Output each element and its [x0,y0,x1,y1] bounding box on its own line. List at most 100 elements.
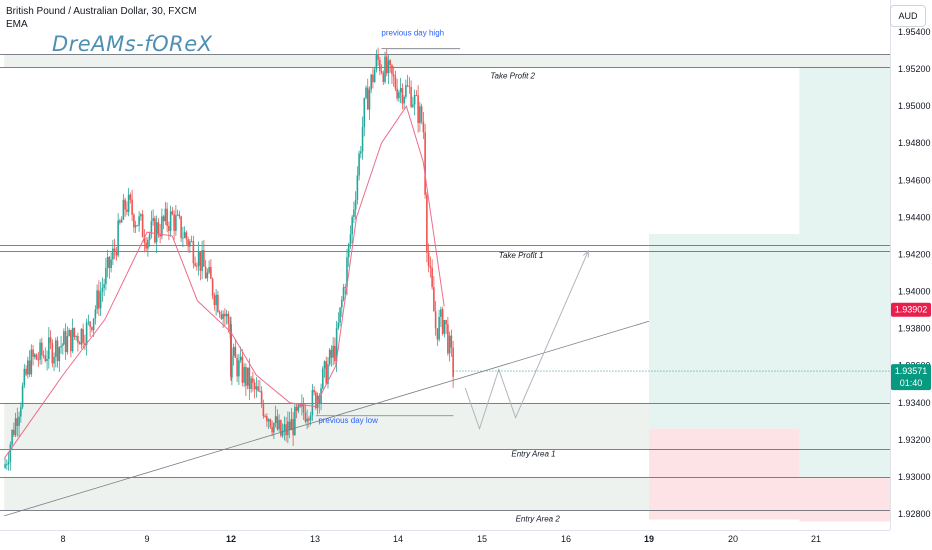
candle-body[interactable] [253,382,256,390]
annotation-label[interactable]: previous day high [381,29,444,38]
candle-body[interactable] [403,96,405,104]
candle-body[interactable] [351,216,353,235]
candle-body[interactable] [323,361,326,369]
candle-body[interactable] [297,404,300,411]
candle-body[interactable] [80,328,83,345]
candle-body[interactable] [48,337,50,360]
candle-body[interactable] [255,386,258,390]
candle-body[interactable] [213,295,216,306]
candle-body[interactable] [131,199,133,215]
annotation-label[interactable]: Take Profit 1 [499,251,544,260]
candle-body[interactable] [23,368,26,386]
candle-body[interactable] [342,287,345,300]
candle-body[interactable] [21,385,24,408]
candle-body[interactable] [361,127,364,152]
candle-body[interactable] [143,237,146,243]
candle-body[interactable] [358,153,360,176]
candle-body[interactable] [92,318,95,331]
candle-body[interactable] [366,87,369,110]
candle-body[interactable] [344,287,347,288]
candle-body[interactable] [375,55,378,70]
candle-body[interactable] [176,214,179,216]
candle-body[interactable] [126,209,128,212]
candle-body[interactable] [392,74,395,77]
candle-body[interactable] [34,354,36,357]
candle-body[interactable] [117,220,119,256]
annotation-label[interactable]: Take Profit 2 [490,71,535,80]
candle-body[interactable] [308,418,310,421]
candle-body[interactable] [290,419,293,431]
candle-body[interactable] [372,74,374,83]
candle-body[interactable] [356,175,359,200]
candle-body[interactable] [295,406,298,411]
candle-body[interactable] [234,346,237,358]
candle-body[interactable] [266,416,268,422]
candle-body[interactable] [150,221,153,235]
candle-body[interactable] [429,265,432,268]
candle-body[interactable] [394,76,397,89]
candle-body[interactable] [89,321,91,328]
candle-body[interactable] [211,278,214,296]
candle-body[interactable] [384,56,386,82]
candle-body[interactable] [190,241,193,242]
candle-body[interactable] [20,407,22,417]
candle-body[interactable] [64,331,67,353]
candle-body[interactable] [51,342,54,364]
candle-body[interactable] [108,256,111,269]
candle-body[interactable] [271,427,273,433]
candle-body[interactable] [82,328,84,344]
candle-body[interactable] [339,307,341,323]
candle-body[interactable] [91,327,93,331]
candle-body[interactable] [283,424,286,431]
candle-body[interactable] [87,321,90,323]
candle-body[interactable] [431,267,433,288]
candle-body[interactable] [63,331,65,345]
candle-body[interactable] [157,222,160,235]
candle-body[interactable] [175,215,177,231]
candle-body[interactable] [311,390,314,416]
candle-body[interactable] [197,252,200,266]
candle-body[interactable] [27,360,29,375]
candle-body[interactable] [37,359,40,361]
candle-body[interactable] [288,421,291,431]
candle-body[interactable] [408,86,411,88]
candle-body[interactable] [94,309,97,319]
candle-body[interactable] [115,251,118,256]
candle-body[interactable] [412,104,414,107]
candle-body[interactable] [220,314,223,319]
candle-body[interactable] [302,403,305,413]
candle-body[interactable] [178,214,181,217]
candle-body[interactable] [245,366,247,386]
candle-body[interactable] [410,87,412,107]
candle-body[interactable] [267,419,270,422]
candle-body[interactable] [440,309,442,317]
candle-body[interactable] [44,355,47,362]
candle-body[interactable] [262,403,265,417]
candle-body[interactable] [98,290,100,309]
candle-body[interactable] [145,242,147,249]
candle-body[interactable] [337,322,340,328]
candle-body[interactable] [353,209,355,217]
projection-path[interactable] [464,250,589,431]
candle-body[interactable] [259,391,261,392]
candle-body[interactable] [73,327,76,337]
annotation-label[interactable]: Entry Area 1 [511,450,555,459]
candle-body[interactable] [330,349,333,358]
candle-body[interactable] [285,424,287,436]
candle-body[interactable] [134,225,137,228]
candle-body[interactable] [252,378,254,383]
candle-body[interactable] [96,290,98,310]
candle-body[interactable] [341,299,343,308]
candle-body[interactable] [231,355,233,378]
candle-body[interactable] [427,252,430,266]
candle-body[interactable] [396,88,398,99]
candle-body[interactable] [321,368,324,389]
candle-body[interactable] [450,335,453,348]
candle-body[interactable] [419,106,421,124]
candle-body[interactable] [436,328,439,340]
trendline-0[interactable] [4,320,650,517]
candle-body[interactable] [70,330,72,352]
candle-body[interactable] [173,214,175,231]
candle-body[interactable] [313,390,315,393]
candle-body[interactable] [18,416,20,426]
